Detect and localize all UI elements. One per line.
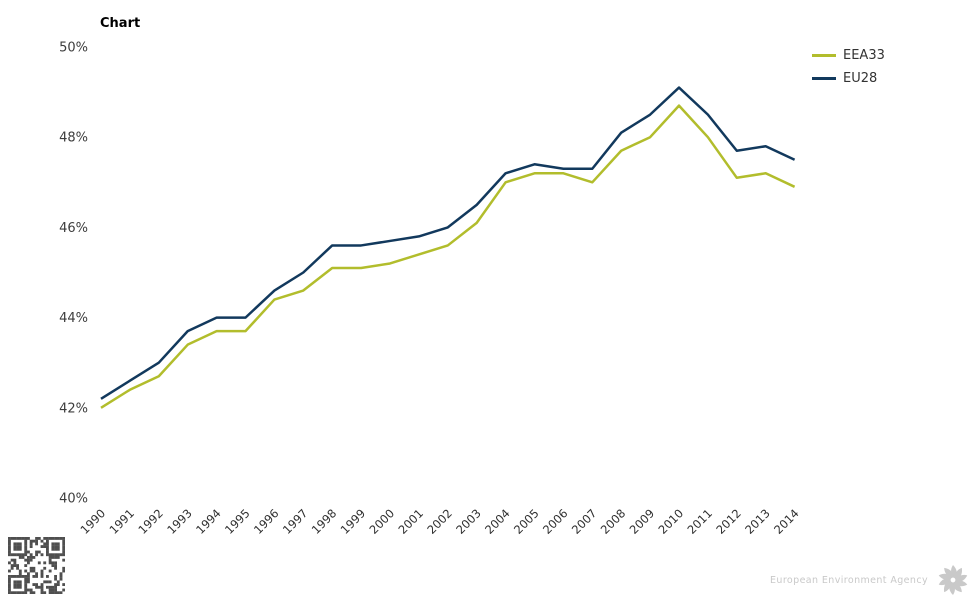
svg-text:1994: 1994: [193, 506, 224, 537]
svg-text:44%: 44%: [59, 311, 88, 326]
agency-name: European Environment Agency: [770, 574, 928, 586]
svg-text:1997: 1997: [280, 506, 311, 537]
svg-text:1995: 1995: [222, 506, 253, 537]
svg-text:1990: 1990: [78, 506, 109, 537]
svg-text:2010: 2010: [656, 506, 687, 537]
svg-text:2007: 2007: [569, 506, 600, 537]
svg-text:1999: 1999: [338, 506, 369, 537]
qr-code-icon: [8, 537, 65, 594]
svg-text:42%: 42%: [59, 401, 88, 416]
svg-text:1998: 1998: [309, 506, 340, 537]
svg-text:2000: 2000: [367, 506, 398, 537]
svg-text:2012: 2012: [713, 506, 744, 537]
svg-text:2006: 2006: [540, 506, 571, 537]
eea33-line-swatch: [812, 54, 836, 57]
svg-text:50%: 50%: [59, 41, 88, 56]
svg-text:2009: 2009: [627, 506, 658, 537]
legend-item-eea33[interactable]: EEA33: [812, 44, 885, 67]
svg-text:2014: 2014: [771, 506, 802, 537]
legend-item-eu28[interactable]: EU28: [812, 67, 885, 90]
svg-text:2004: 2004: [482, 506, 513, 537]
legend-label-eu28: EU28: [843, 71, 878, 86]
svg-text:2013: 2013: [742, 506, 773, 537]
svg-text:1993: 1993: [164, 506, 195, 537]
eu28-line-swatch: [812, 77, 836, 80]
svg-text:2008: 2008: [598, 506, 629, 537]
chart-legend: EEA33 EU28: [812, 44, 885, 90]
footer-branding: European Environment Agency: [770, 563, 970, 597]
svg-text:1996: 1996: [251, 506, 282, 537]
svg-text:2001: 2001: [395, 506, 426, 537]
svg-text:1992: 1992: [135, 506, 166, 537]
svg-text:2002: 2002: [424, 506, 455, 537]
svg-text:46%: 46%: [59, 221, 88, 236]
legend-label-eea33: EEA33: [843, 48, 885, 63]
eea-flower-logo-icon: [938, 565, 968, 595]
svg-text:2003: 2003: [453, 506, 484, 537]
svg-text:2005: 2005: [511, 506, 542, 537]
svg-text:1991: 1991: [106, 506, 137, 537]
svg-text:48%: 48%: [59, 131, 88, 146]
svg-text:2011: 2011: [684, 506, 715, 537]
svg-text:40%: 40%: [59, 492, 88, 507]
chart-title: Chart: [100, 16, 141, 31]
